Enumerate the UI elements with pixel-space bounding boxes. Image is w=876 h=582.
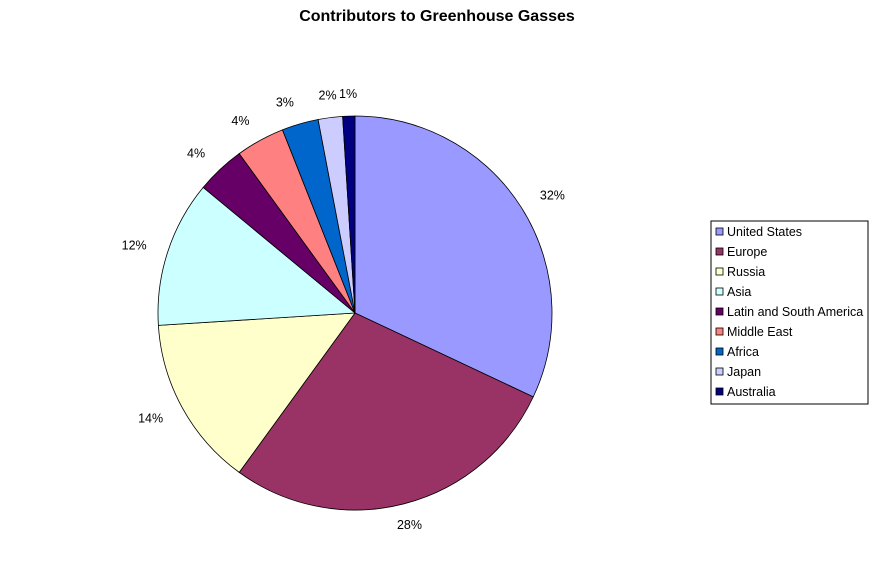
legend-label-russia: Russia (727, 265, 765, 279)
legend-swatch-latin-and-south-america (715, 307, 724, 316)
slice-label-europe: 28% (397, 518, 422, 532)
slice-label-middle-east: 4% (231, 114, 249, 128)
slice-label-united-states: 32% (540, 189, 565, 203)
chart-title: Contributors to Greenhouse Gasses (299, 8, 575, 25)
legend-swatch-middle-east (715, 327, 724, 336)
legend-label-asia: Asia (727, 285, 751, 299)
legend-swatch-russia (715, 267, 724, 276)
pie-slices (157, 115, 553, 511)
legend: United States Europe Russia Asia Latin and S… (710, 220, 869, 405)
legend-label-latin-and-south-america: Latin and South America (727, 305, 863, 319)
legend-label-australia: Australia (727, 385, 776, 399)
legend-box (710, 220, 869, 405)
legend-swatch-australia (715, 387, 724, 396)
legend-swatch-asia (715, 287, 724, 296)
legend-label-africa: Africa (727, 345, 759, 359)
slice-label-japan: 2% (319, 89, 337, 103)
legend-label-europe: Europe (727, 245, 767, 259)
legend-swatch-japan (715, 367, 724, 376)
pie-slice-russia (157, 312, 356, 473)
slice-label-russia: 14% (138, 412, 163, 426)
pie-slice-europe (238, 312, 534, 511)
legend-label-middle-east: Middle East (727, 325, 793, 339)
legend-swatch-europe (715, 247, 724, 256)
pie-slice-united-states (354, 115, 553, 398)
slice-label-latin-and-south-america: 4% (187, 146, 205, 160)
pie-slice-australia (342, 115, 356, 314)
pie-slice-asia (157, 186, 357, 326)
slice-label-australia: 1% (339, 87, 357, 101)
legend-label-japan: Japan (727, 365, 761, 379)
legend-swatch-africa (715, 347, 724, 356)
slice-label-africa: 3% (276, 96, 294, 110)
legend-label-united-states: United States (727, 225, 802, 239)
slice-labels: 32% 28% 14% 12% 4% 4% 3% 2% 1% (122, 87, 565, 532)
slice-label-asia: 12% (122, 238, 147, 252)
legend-swatch-united-states (715, 227, 724, 236)
